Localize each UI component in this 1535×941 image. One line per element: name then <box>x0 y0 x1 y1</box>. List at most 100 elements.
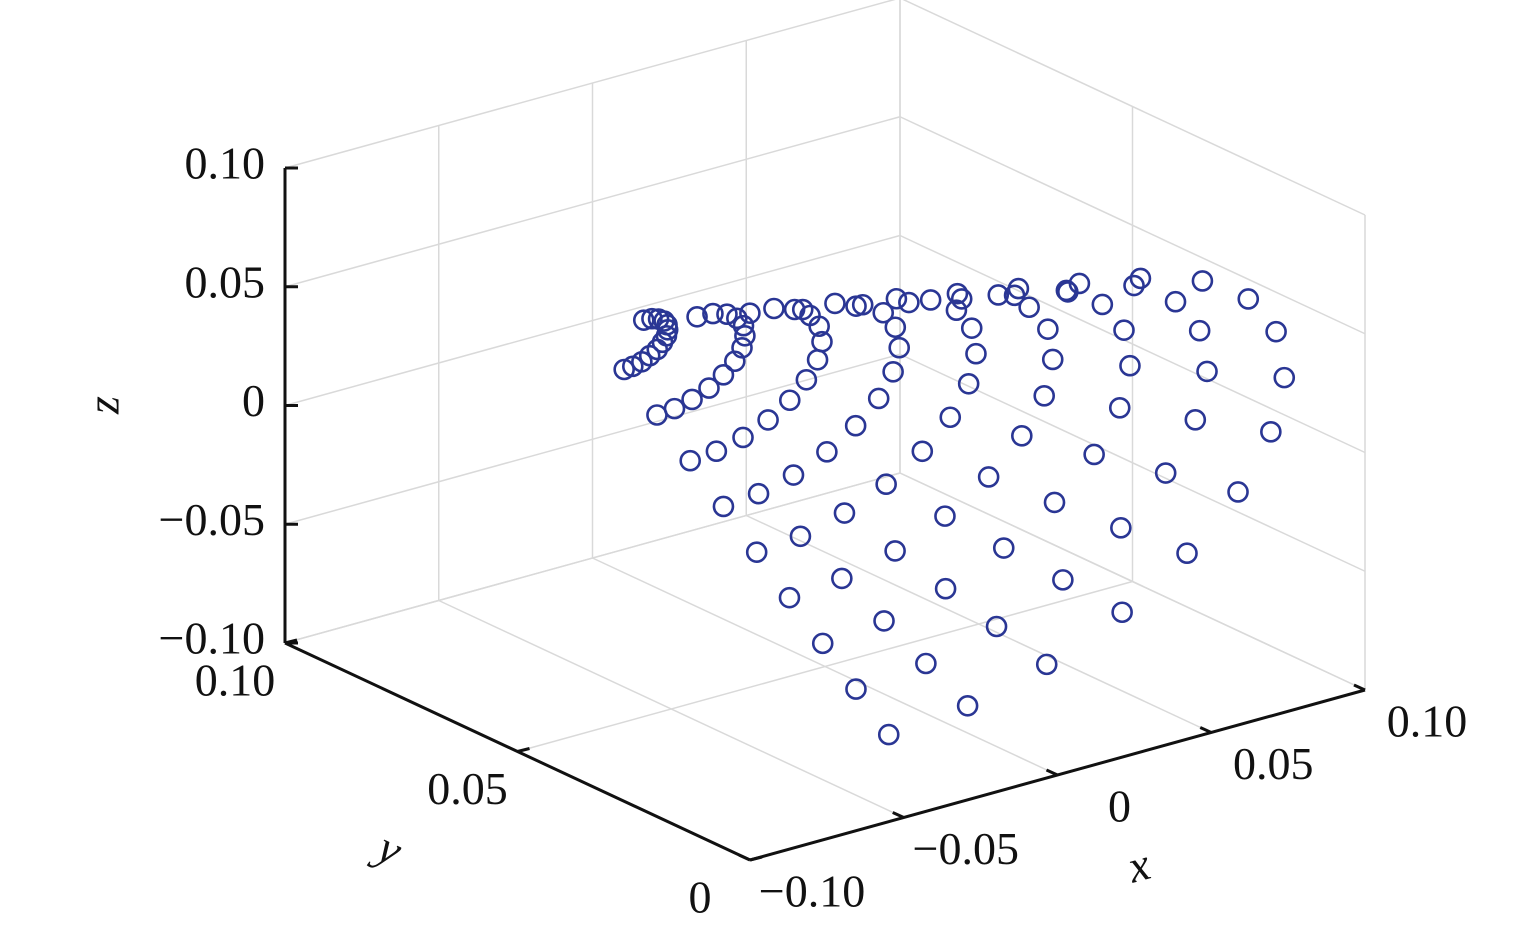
point <box>681 388 703 411</box>
point <box>885 287 908 310</box>
x-tick <box>1045 768 1059 777</box>
point <box>960 317 983 339</box>
point <box>934 505 956 527</box>
y-tick <box>284 638 298 645</box>
point <box>679 449 702 472</box>
point <box>1184 409 1207 431</box>
point <box>867 387 890 410</box>
point <box>877 723 900 746</box>
point <box>726 307 748 330</box>
point <box>795 368 818 391</box>
point <box>1129 267 1152 290</box>
point <box>873 610 895 632</box>
x-tick <box>738 853 751 862</box>
point <box>1188 319 1211 342</box>
point <box>939 406 962 429</box>
grid-line <box>517 580 1133 753</box>
point <box>845 295 867 317</box>
point <box>1011 425 1033 447</box>
x-tick-label: 0.05 <box>1233 738 1314 789</box>
point <box>724 350 746 373</box>
point <box>875 473 897 496</box>
y-tick <box>517 747 530 753</box>
point <box>934 577 957 600</box>
point <box>716 303 738 326</box>
point <box>1018 296 1040 319</box>
grid-line <box>284 0 896 169</box>
point <box>732 314 755 337</box>
z-tick-label: 0.05 <box>185 256 266 307</box>
point <box>872 301 895 324</box>
point <box>1164 290 1187 313</box>
point <box>734 324 756 347</box>
grid-line <box>902 0 1366 216</box>
point <box>778 389 801 412</box>
point <box>698 377 720 399</box>
point <box>1176 542 1198 565</box>
x-tick-label: 0.10 <box>1387 696 1468 747</box>
point <box>745 541 768 563</box>
point <box>1119 354 1141 377</box>
point <box>757 409 779 431</box>
point <box>1227 481 1249 503</box>
point <box>791 298 814 321</box>
point <box>712 495 735 518</box>
point <box>646 338 669 361</box>
y-tick-label: 0 <box>689 872 712 923</box>
point <box>732 426 754 449</box>
points <box>613 267 1296 746</box>
grid-line <box>899 234 1366 454</box>
point <box>956 694 979 717</box>
grid <box>284 0 1366 861</box>
point <box>882 360 904 383</box>
point <box>1091 293 1114 316</box>
point <box>985 615 1008 638</box>
x-tick <box>892 811 905 819</box>
point <box>613 358 635 381</box>
point <box>739 302 761 324</box>
grid-line <box>899 353 1366 572</box>
y-tick-label: 0.05 <box>427 763 508 814</box>
point <box>747 482 770 505</box>
point <box>763 297 785 320</box>
point <box>884 316 907 339</box>
point <box>1035 653 1058 676</box>
point <box>1196 360 1218 383</box>
point <box>946 282 969 305</box>
point <box>1108 397 1131 419</box>
z-tick-label: 0 <box>242 375 265 426</box>
point <box>911 440 934 463</box>
point <box>1111 601 1133 624</box>
point <box>831 567 853 590</box>
z-tick-label: 0.10 <box>185 138 266 189</box>
point <box>1260 421 1282 443</box>
point <box>712 364 735 386</box>
point <box>663 397 686 420</box>
z-axis-label: z <box>78 396 129 415</box>
point <box>1037 318 1059 340</box>
point <box>1154 462 1177 484</box>
y-tick <box>749 855 763 862</box>
point <box>1237 288 1260 310</box>
grid-line <box>284 116 901 288</box>
point <box>844 414 867 437</box>
point <box>884 540 906 562</box>
x-axis-label: x <box>1121 838 1155 893</box>
point <box>782 464 805 486</box>
point <box>1003 284 1026 307</box>
point <box>957 372 980 395</box>
point <box>789 525 812 548</box>
grid-line <box>284 472 901 644</box>
point <box>945 299 968 322</box>
axes: −0.10−0.0500.050.1000.050.10−0.10−0.0500… <box>159 138 1468 923</box>
grid-line <box>899 472 1366 691</box>
point <box>1110 517 1132 539</box>
grid-line <box>284 234 901 407</box>
point <box>1033 385 1056 407</box>
point <box>1043 491 1066 514</box>
point <box>816 441 838 463</box>
grid-line <box>899 116 1366 335</box>
x-tick-label: −0.10 <box>759 866 865 917</box>
